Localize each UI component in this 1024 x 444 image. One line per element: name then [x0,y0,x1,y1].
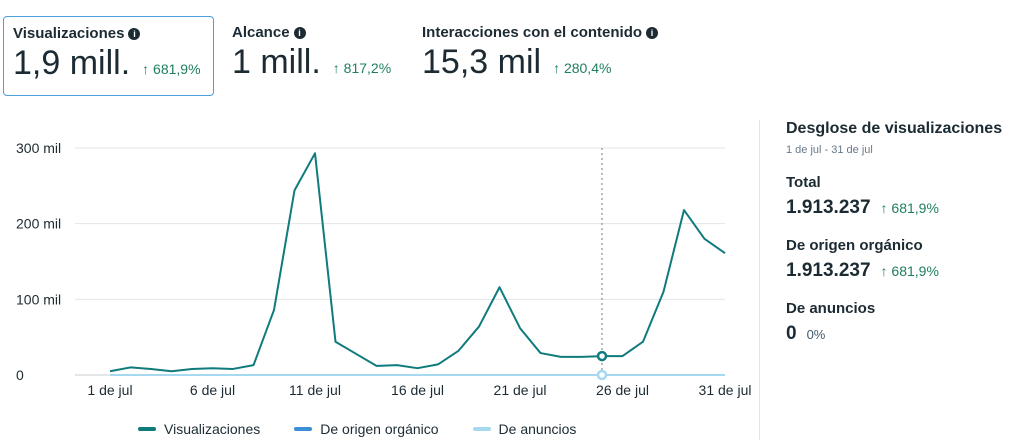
ads-delta: 0% [806,327,826,342]
legend-item-views[interactable]: Visualizaciones [138,421,260,437]
x-tick-label: 26 de jul [596,382,649,398]
metric-title: Visualizaciones [13,25,125,42]
legend-label: De origen orgánico [320,421,439,437]
legend-item-ads[interactable]: De anuncios [472,421,577,437]
x-tick-label: 16 de jul [391,382,444,398]
legend-swatch [294,427,313,431]
metric-delta: ↑ 280,4% [553,60,612,76]
metric-title: Alcance [232,24,290,41]
x-tick-label: 21 de jul [494,382,547,398]
x-tick-label: 11 de jul [289,382,341,398]
ads-label: De anuncios [786,300,876,317]
metric-card-views[interactable]: Visualizaciones i 1,9 mill. ↑ 681,9% [3,16,214,96]
hover-point [596,350,608,362]
metric-title: Interacciones con el contenido [422,24,643,41]
y-tick-label: 0 [16,367,24,383]
metric-delta: ↑ 681,9% [142,61,201,77]
y-tick-label: 300 mil [16,140,61,156]
organic-delta: ↑ 681,9% [880,263,939,279]
x-tick-label: 1 de jul [87,382,132,398]
total-value: 1.913.237 [786,197,871,218]
x-tick-label: 6 de jul [190,382,235,398]
x-tick-label: 31 de jul [699,382,752,398]
y-tick-label: 200 mil [16,216,61,232]
info-icon[interactable]: i [128,27,141,40]
breakdown-title: Desglose de visualizaciones [786,120,1003,137]
metric-value: 1,9 mill. [13,44,131,82]
metric-card-reach[interactable]: Alcance i 1 mill. ↑ 817,2% [223,16,400,96]
legend-swatch [138,427,156,431]
y-tick-label: 100 mil [16,291,61,307]
ads-value: 0 [786,323,797,344]
metric-card-interactions[interactable]: Interacciones con el contenido i 15,3 mil… [413,16,667,96]
views-line-chart[interactable]: 0 100 mil 200 mil 300 mil 1 de jul 6 de jul 11… [0,0,760,420]
legend-swatch [472,427,491,431]
views-breakdown-panel: Desglose de visualizaciones 1 de jul - 3… [786,120,1002,345]
total-delta: ↑ 681,9% [880,200,939,216]
divider [759,120,760,440]
legend-label: De anuncios [498,421,577,437]
total-label: Total [786,174,821,191]
info-icon[interactable]: i [646,26,659,39]
chart-legend: Visualizaciones De origen orgánico De an… [138,421,576,437]
info-icon[interactable]: i [293,26,306,39]
breakdown-date-range: 1 de jul - 31 de jul [786,144,873,156]
series-line-0 [109,152,726,373]
hover-point [596,369,608,381]
legend-item-organic[interactable]: De origen orgánico [294,421,439,437]
legend-label: Visualizaciones [164,421,261,437]
metric-value: 15,3 mil [422,43,542,81]
organic-value: 1.913.237 [786,260,871,281]
organic-label: De origen orgánico [786,237,923,254]
metric-value: 1 mill. [232,43,321,81]
metric-delta: ↑ 817,2% [332,60,392,76]
